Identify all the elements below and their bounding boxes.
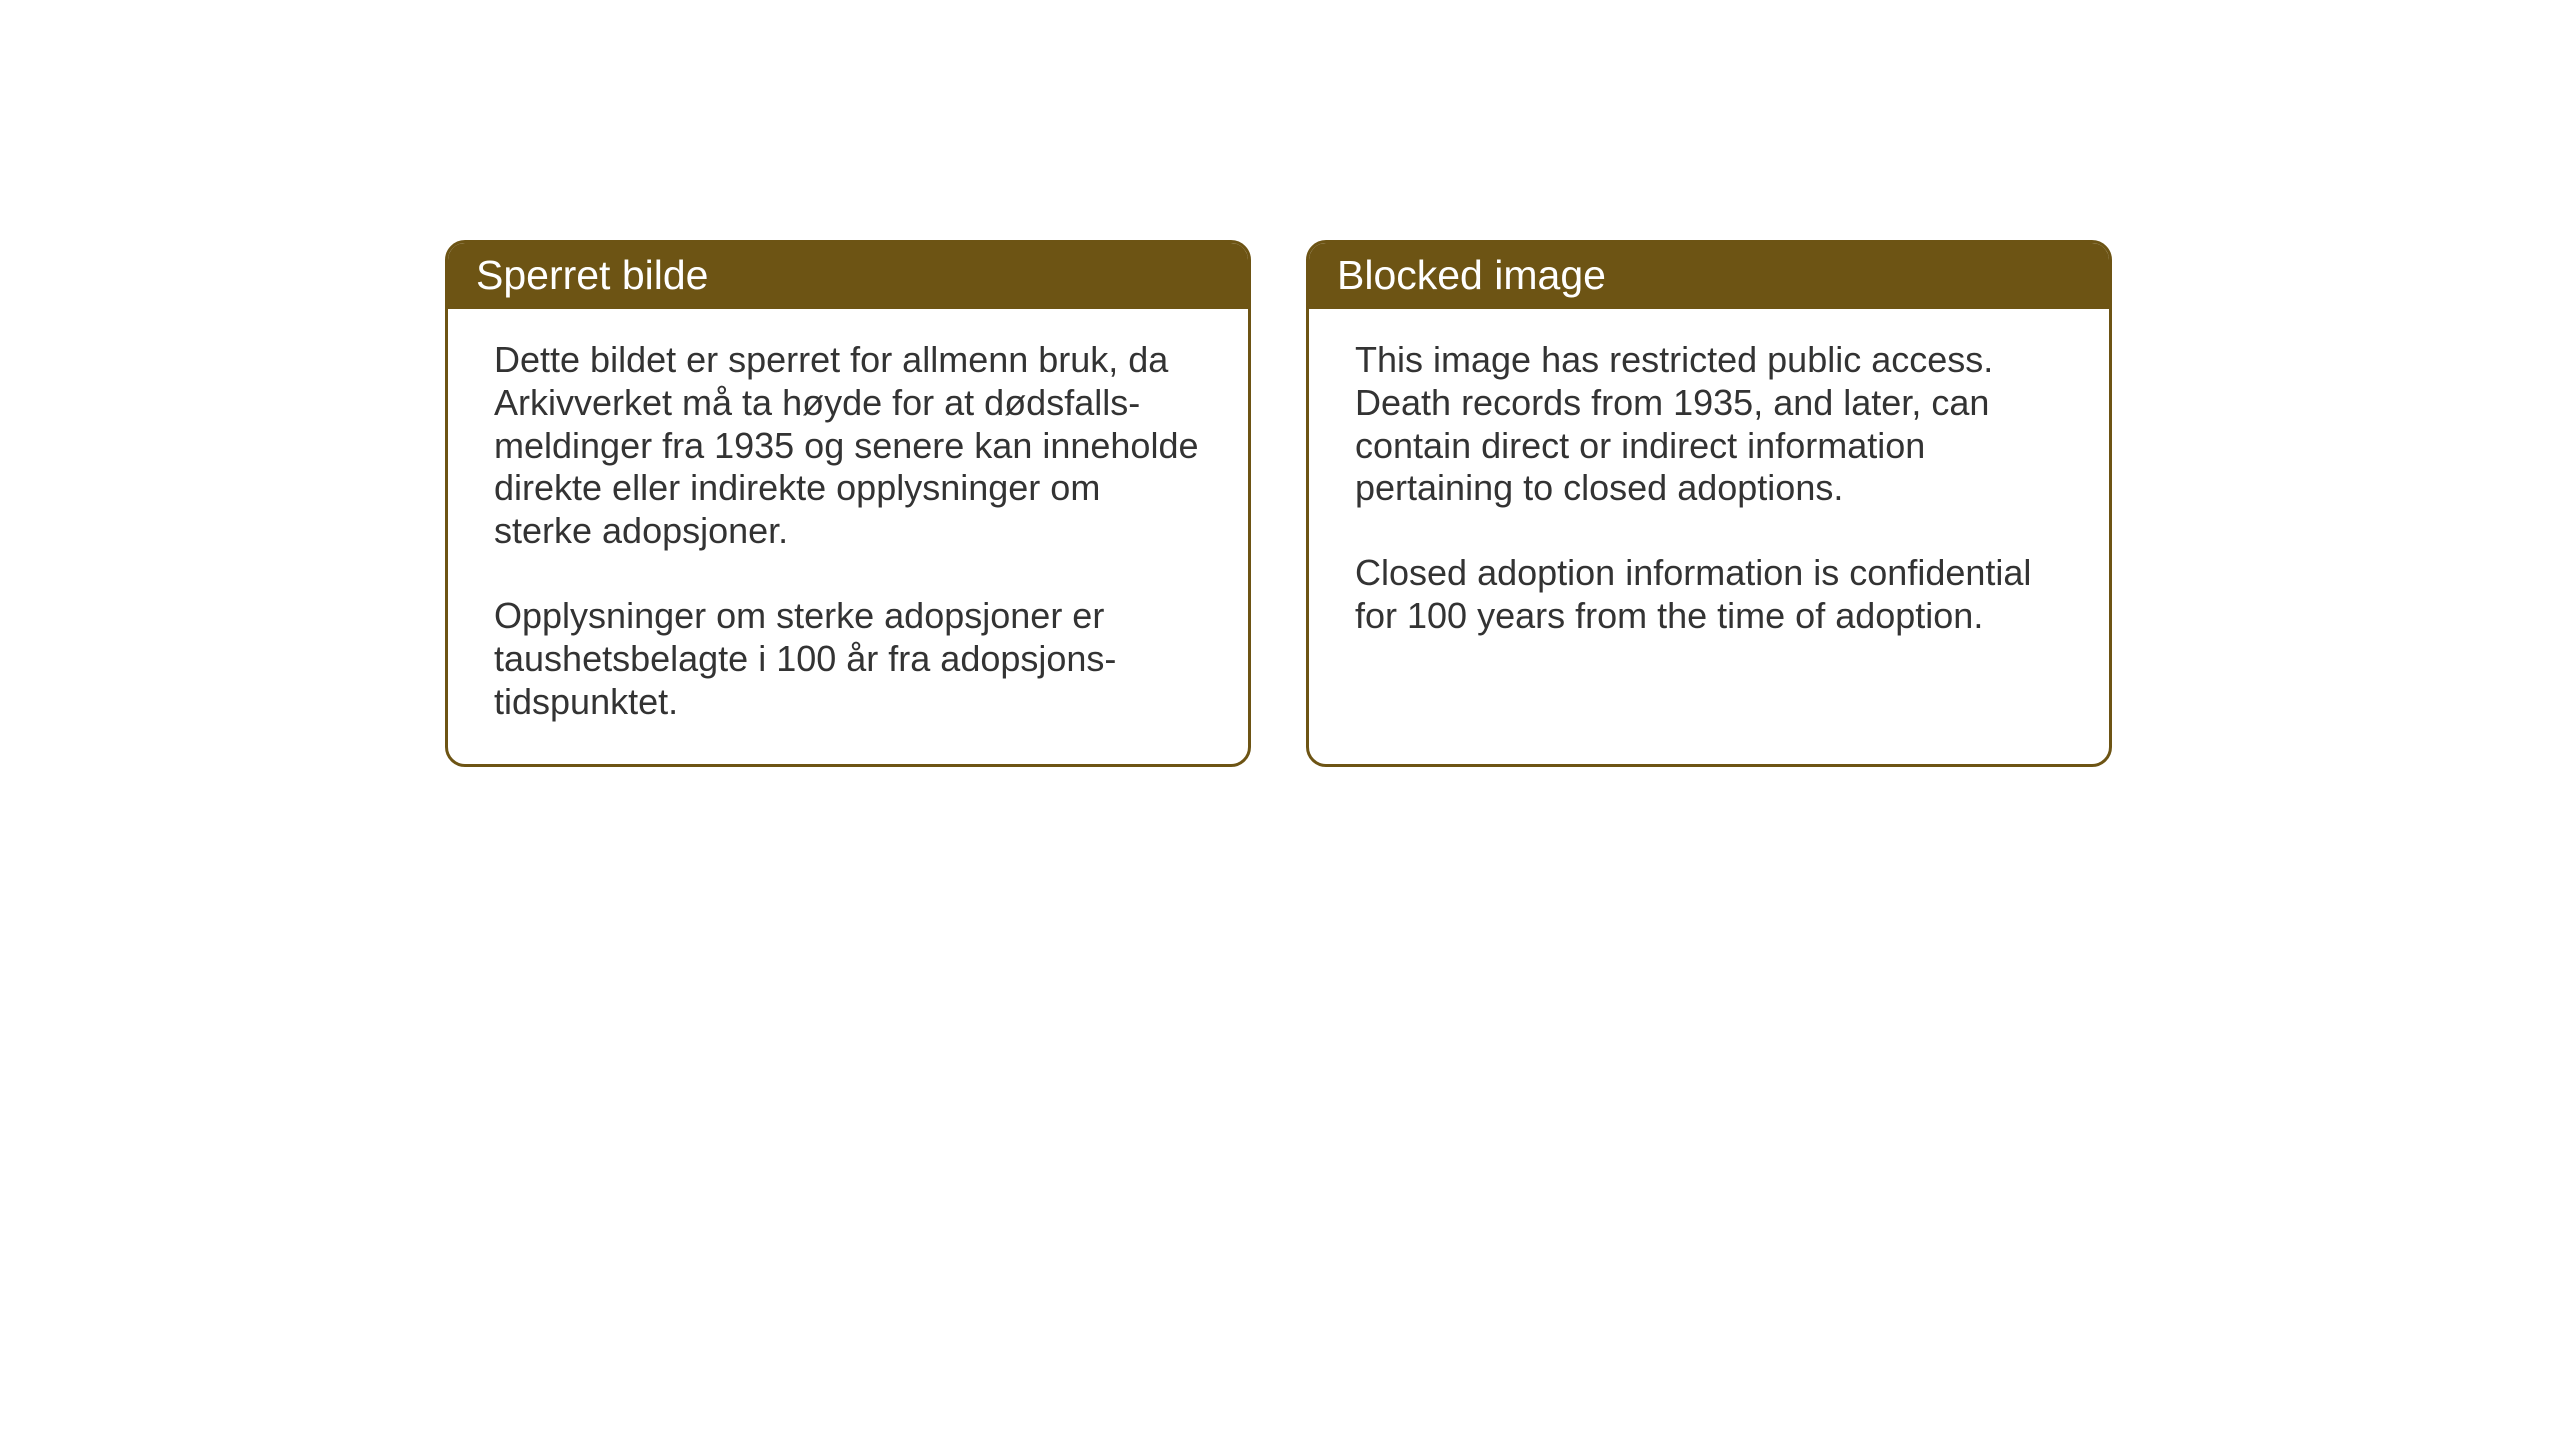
- cards-container: Sperret bilde Dette bildet er sperret fo…: [445, 240, 2560, 767]
- card-english-body: This image has restricted public access.…: [1309, 309, 2109, 678]
- card-english-paragraph-1: This image has restricted public access.…: [1355, 339, 2069, 510]
- card-norwegian-body: Dette bildet er sperret for allmenn bruk…: [448, 309, 1248, 764]
- card-english-paragraph-2: Closed adoption information is confident…: [1355, 552, 2069, 638]
- card-norwegian-paragraph-2: Opplysninger om sterke adopsjoner er tau…: [494, 595, 1208, 723]
- card-norwegian-paragraph-1: Dette bildet er sperret for allmenn bruk…: [494, 339, 1208, 553]
- card-norwegian-header: Sperret bilde: [448, 243, 1248, 309]
- card-norwegian: Sperret bilde Dette bildet er sperret fo…: [445, 240, 1251, 767]
- card-english: Blocked image This image has restricted …: [1306, 240, 2112, 767]
- card-english-header: Blocked image: [1309, 243, 2109, 309]
